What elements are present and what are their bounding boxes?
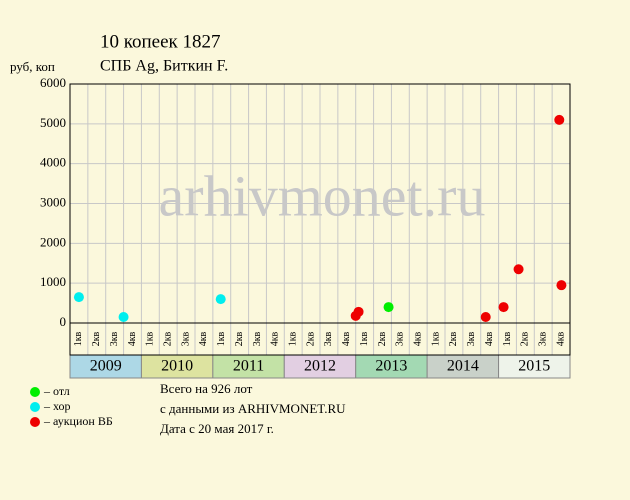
quarter-label: 1кв	[430, 331, 441, 346]
y-tick-label: 0	[60, 314, 67, 329]
data-point	[118, 312, 129, 323]
year-label: 2012	[304, 358, 336, 375]
y-tick-label: 3000	[40, 194, 66, 209]
year-label: 2015	[518, 358, 550, 375]
data-point	[556, 280, 567, 291]
quarter-label: 2кв	[520, 331, 531, 346]
quarter-label: 1кв	[359, 331, 370, 346]
y-tick-label: 6000	[40, 75, 66, 90]
quarter-label: 3кв	[395, 331, 406, 346]
y-tick-label: 4000	[40, 155, 66, 170]
quarter-label: 3кв	[180, 331, 191, 346]
quarter-label: 2кв	[234, 331, 245, 346]
year-label: 2013	[375, 358, 407, 375]
legend-label: – хор	[43, 399, 71, 413]
quarter-label: 2кв	[305, 331, 316, 346]
quarter-label: 3кв	[323, 331, 334, 346]
legend-marker	[30, 402, 40, 412]
year-label: 2009	[90, 358, 122, 375]
year-label: 2011	[233, 358, 264, 375]
data-point	[554, 114, 565, 125]
quarter-label: 4кв	[341, 331, 352, 346]
quarter-label: 4кв	[270, 331, 281, 346]
year-label: 2010	[161, 358, 193, 375]
quarter-label: 1кв	[73, 331, 84, 346]
quarter-label: 4кв	[555, 331, 566, 346]
year-label: 2014	[447, 358, 479, 375]
quarter-label: 1кв	[288, 331, 299, 346]
data-point	[73, 292, 84, 303]
quarter-label: 3кв	[252, 331, 263, 346]
quarter-label: 1кв	[145, 331, 156, 346]
quarter-label: 1кв	[502, 331, 513, 346]
quarter-label: 4кв	[198, 331, 209, 346]
footer-text: с данными из ARHIVMONET.RU	[160, 401, 346, 416]
data-point	[480, 312, 491, 323]
data-point	[383, 302, 394, 313]
quarter-label: 2кв	[91, 331, 102, 346]
quarter-label: 2кв	[448, 331, 459, 346]
y-axis-label: руб, коп	[10, 59, 55, 74]
quarter-label: 3кв	[109, 331, 120, 346]
quarter-label: 4кв	[484, 331, 495, 346]
watermark: arhivmonet.ru	[159, 163, 486, 228]
quarter-label: 2кв	[163, 331, 174, 346]
y-tick-label: 2000	[40, 234, 66, 249]
footer-text: Всего на 926 лот	[160, 381, 253, 396]
footer-text: Дата с 20 мая 2017 г.	[160, 421, 274, 436]
quarter-label: 4кв	[413, 331, 424, 346]
chart-title: 10 копеек 1827	[100, 31, 221, 52]
quarter-label: 3кв	[538, 331, 549, 346]
data-point	[353, 306, 364, 317]
data-point	[513, 264, 524, 275]
quarter-label: 1кв	[216, 331, 227, 346]
legend-label: – аукцион ВБ	[43, 414, 113, 428]
quarter-label: 2кв	[377, 331, 388, 346]
chart-subtitle: СПБ Ag, Биткин F.	[100, 58, 228, 75]
data-point	[215, 294, 226, 305]
plot-frame	[69, 83, 571, 356]
legend-label: – отл	[43, 384, 70, 398]
legend-marker	[30, 387, 40, 397]
quarter-label: 4кв	[127, 331, 138, 346]
legend-marker	[30, 417, 40, 427]
y-tick-label: 5000	[40, 115, 66, 130]
data-point	[498, 302, 509, 313]
quarter-label: 3кв	[466, 331, 477, 346]
y-tick-label: 1000	[40, 274, 66, 289]
